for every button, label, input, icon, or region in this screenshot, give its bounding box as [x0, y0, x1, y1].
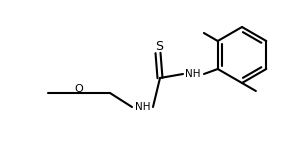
Text: O: O	[75, 84, 83, 94]
Text: NH: NH	[185, 69, 201, 79]
Text: S: S	[155, 40, 163, 54]
Text: NH: NH	[135, 102, 151, 112]
